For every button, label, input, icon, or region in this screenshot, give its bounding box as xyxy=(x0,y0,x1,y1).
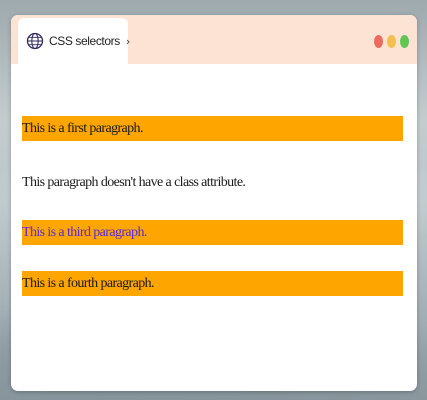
globe-icon xyxy=(26,32,44,50)
minimize-window-button[interactable] xyxy=(387,35,396,48)
tab-css-selectors[interactable]: CSS selectors › xyxy=(18,18,131,64)
browser-window: CSS selectors › This is a first paragrap… xyxy=(11,15,417,391)
first-paragraph: This is a first paragraph. xyxy=(22,116,403,141)
title-bar: CSS selectors › xyxy=(11,15,417,64)
tab-title: CSS selectors xyxy=(49,34,120,48)
maximize-window-button[interactable] xyxy=(400,35,409,48)
chevron-right-icon[interactable]: › xyxy=(125,34,131,48)
page-content: This is a first paragraph. This paragrap… xyxy=(11,64,417,391)
close-window-button[interactable] xyxy=(374,35,383,48)
fourth-paragraph: This is a fourth paragraph. xyxy=(22,271,403,296)
third-paragraph: This is a third paragraph. xyxy=(22,220,403,245)
second-paragraph: This paragraph doesn't have a class attr… xyxy=(22,175,246,190)
window-controls xyxy=(374,35,409,48)
